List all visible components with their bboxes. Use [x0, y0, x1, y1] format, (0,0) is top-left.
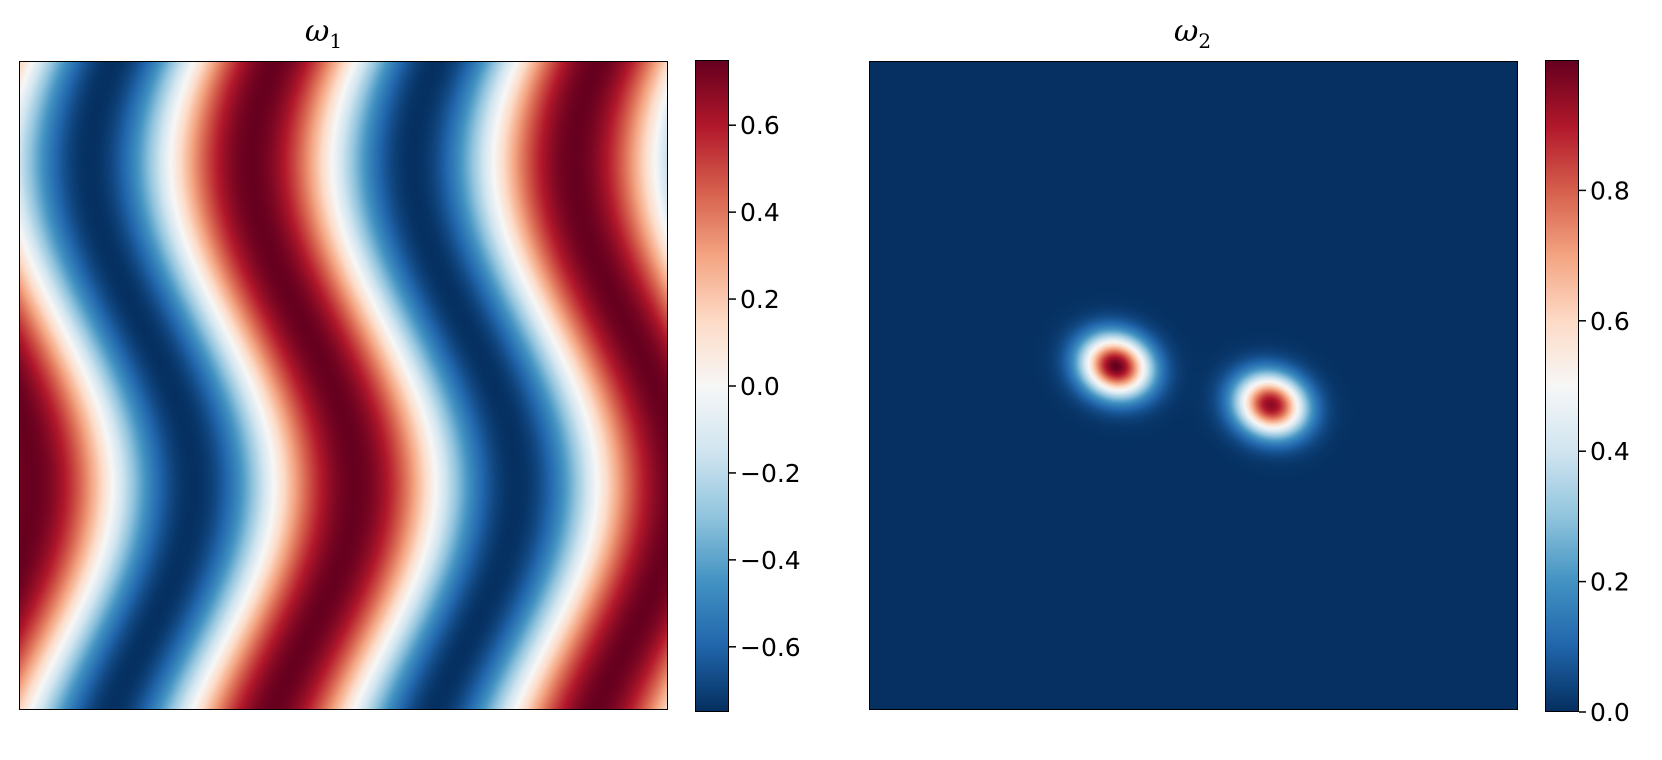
panel1-tick-label: −0.4 [740, 546, 801, 575]
panel2-title: ω2 [869, 14, 1516, 53]
panel1-tick-label: 0.4 [740, 198, 780, 227]
panel2-tick-label: 0.8 [1590, 176, 1630, 205]
panel1-tick-label: 0.0 [740, 372, 780, 401]
panel1-tick-label: 0.6 [740, 111, 780, 140]
panel1-title-subscript: 1 [329, 29, 343, 53]
panel1-title-symbol: ω [304, 14, 330, 49]
panel2-tick-label: 0.2 [1590, 568, 1630, 597]
panel2-tick-label: 0.0 [1590, 698, 1630, 727]
panel2-title-subscript: 2 [1198, 29, 1212, 53]
panel1-heatmap [19, 61, 668, 710]
panel2-heatmap [869, 61, 1518, 710]
panel2-tick-label: 0.6 [1590, 307, 1630, 336]
panel1-title: ω1 [0, 14, 647, 53]
panel2-colorbar-ticks: 0.8 0.6 0.4 0.2 0.0 [1579, 176, 1630, 727]
panel1-tick-label: −0.2 [740, 459, 801, 488]
panel2-title-symbol: ω [1173, 14, 1199, 49]
panel1-tick-label: −0.6 [740, 633, 801, 662]
panel1-colorbar [695, 60, 729, 712]
panel2-tick-label: 0.4 [1590, 437, 1630, 466]
panel2-colorbar [1545, 60, 1579, 712]
panel1-tick-label: 0.2 [740, 285, 780, 314]
panel1-colorbar-ticks: 0.6 0.4 0.2 0.0 −0.2 −0.4 −0.6 [729, 111, 801, 662]
